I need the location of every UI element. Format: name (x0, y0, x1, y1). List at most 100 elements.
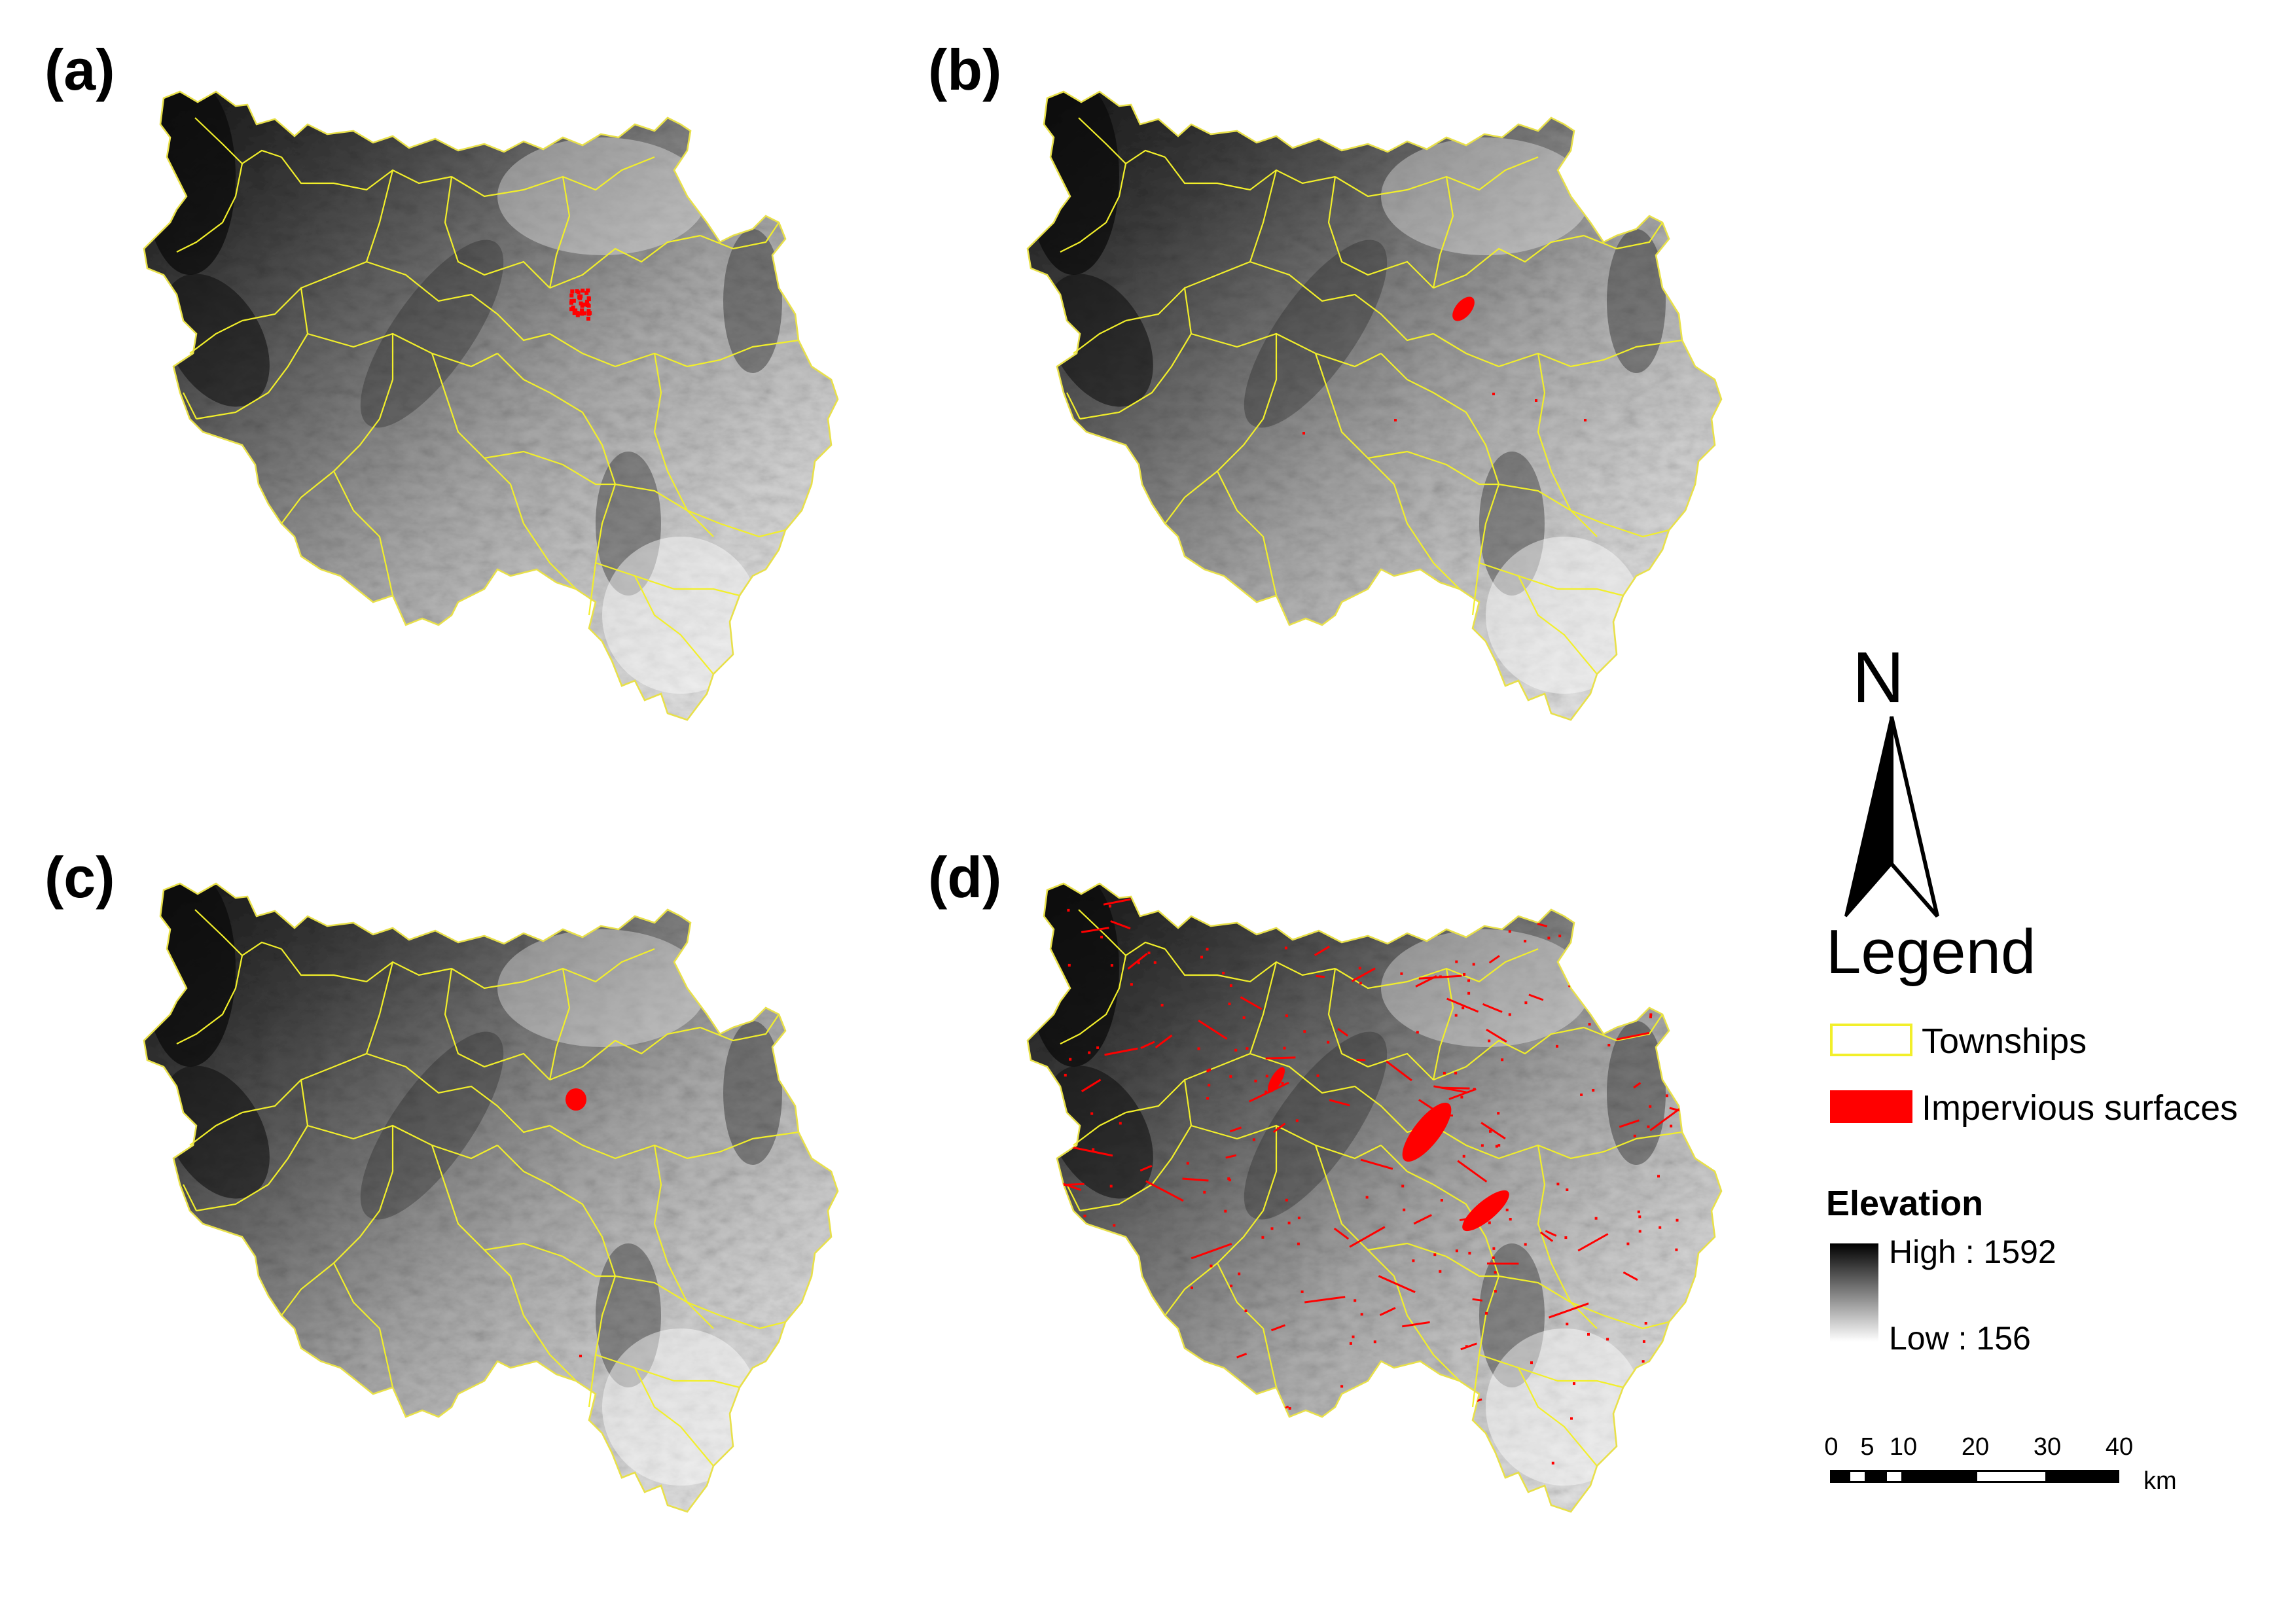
township-boundary (1125, 961, 1278, 1114)
dark-ridges (1028, 92, 1666, 694)
impervious-pixel (1495, 1145, 1498, 1148)
impervious-pixel (1181, 1407, 1184, 1410)
dark-ridges (144, 883, 782, 1486)
impervious-pixel (1113, 1224, 1116, 1227)
township-boundary (1471, 484, 1500, 616)
impervious-pixel (1524, 940, 1527, 943)
scale-segment-6 (1975, 1470, 2047, 1483)
impervious-pixel (1161, 1359, 1164, 1362)
east-dark-ridge (1607, 1021, 1666, 1165)
impervious-pixel (1107, 1376, 1111, 1378)
impervious-road (1113, 1296, 1126, 1302)
impervious-road (1162, 1368, 1186, 1374)
impervious-pixel (1490, 1213, 1493, 1217)
township-boundary (333, 471, 394, 596)
impervious-pixel (1674, 925, 1677, 928)
impervious-road (1459, 1213, 1489, 1222)
impervious-road (1486, 1028, 1507, 1043)
impervious-pixel (1186, 1162, 1189, 1165)
impervious-road (1448, 1088, 1477, 1100)
township-boundary (1073, 1112, 1126, 1146)
township-boundary (1066, 1184, 1081, 1211)
township-boundary (1327, 176, 1434, 289)
township-boundary (1380, 1145, 1500, 1277)
impervious-road (1081, 1079, 1102, 1092)
map-panel-b: (b) (910, 26, 1813, 746)
impervious-pixel (1288, 1407, 1291, 1410)
impervious-pixel (569, 307, 573, 312)
impervious-road (1329, 1099, 1350, 1107)
township-boundaries (176, 909, 799, 1467)
impervious-pixel (1439, 975, 1442, 978)
impervious-pixel (1210, 1264, 1213, 1268)
impervious-pixel (1119, 1122, 1122, 1125)
impervious-pixel (1365, 1196, 1369, 1199)
township-boundary (549, 333, 799, 368)
township-boundary (1249, 1052, 1434, 1133)
impervious-road (1539, 1231, 1554, 1242)
impervious-pixel (1592, 1089, 1595, 1092)
township-boundary (281, 334, 394, 524)
elevation-map-c (143, 882, 839, 1513)
impervious-pixel (1435, 1450, 1438, 1453)
impervious-surfaces (1302, 296, 1587, 435)
map-panel-d: (d) (910, 818, 1813, 1538)
scale-segment-7 (2047, 1470, 2119, 1483)
impervious-pixel (1492, 1247, 1496, 1250)
impervious-pixel (1252, 1138, 1255, 1141)
impervious-pixel (1509, 1218, 1512, 1221)
impervious-pixel (1676, 937, 1679, 940)
township-boundary (196, 287, 309, 420)
impervious-pixel (1649, 1013, 1653, 1016)
impervious-pixel (1230, 1284, 1233, 1287)
township-boundary (1164, 1126, 1278, 1316)
elevation-map-a (143, 90, 839, 721)
impervious-pixel (571, 298, 576, 303)
impervious-pixel (1265, 1090, 1268, 1094)
impervious-pixel (547, 1381, 550, 1385)
impervious-pixel (1488, 1039, 1491, 1043)
impervious-pixel (1480, 1144, 1484, 1147)
impervious-pixel (1606, 1338, 1609, 1341)
impervious-pixel (1285, 1014, 1288, 1018)
township-boundary (1191, 332, 1382, 368)
impervious-pixel (1440, 1199, 1443, 1202)
township-boundary (1471, 1275, 1500, 1408)
impervious-pixel (1234, 1048, 1238, 1052)
impervious-road (1480, 1122, 1506, 1140)
impervious-road (1413, 1214, 1432, 1225)
impervious-pixel (1580, 1093, 1583, 1096)
impervious-pixel (1649, 1105, 1652, 1108)
map-panel-a: (a) (26, 26, 929, 746)
impervious-pixel (1641, 1360, 1645, 1363)
legend-area: N Legend Townships Impervious surfaces E… (1806, 628, 2291, 1544)
township-boundary (1433, 234, 1585, 289)
impervious-road (1433, 1085, 1467, 1094)
impervious-pixel (1067, 963, 1071, 967)
impervious-pixel (1228, 1003, 1231, 1005)
impervious-pixel (1657, 1175, 1660, 1178)
township-boundary (1164, 948, 1336, 983)
impervious-pixel (1284, 946, 1287, 950)
impervious-pixel (1177, 1429, 1180, 1432)
impervious-pixel (1335, 920, 1338, 923)
impervious-pixel (1556, 1183, 1560, 1186)
impervious-pixel (1153, 961, 1157, 964)
impervious-pixel (1460, 1096, 1463, 1099)
impervious-pixel (572, 311, 577, 315)
impervious-pixel (1088, 1051, 1091, 1054)
township-boundary (281, 948, 452, 983)
impervious-pixel (1558, 935, 1562, 938)
impervious-pixel (1349, 1342, 1352, 1345)
elevation-surface (1028, 883, 1721, 1512)
impervious-pixel (1494, 1290, 1497, 1293)
impervious-pixel (1292, 1429, 1295, 1433)
impervious-pixel (1087, 1393, 1090, 1397)
township-boundary (431, 1145, 525, 1316)
township-boundary (196, 1079, 309, 1212)
impervious-pixel (586, 288, 590, 293)
township-boundary (333, 1262, 394, 1388)
township-boundary (549, 1026, 701, 1081)
central-dark-band (360, 1031, 504, 1220)
impervious-pixel (1224, 1209, 1227, 1213)
